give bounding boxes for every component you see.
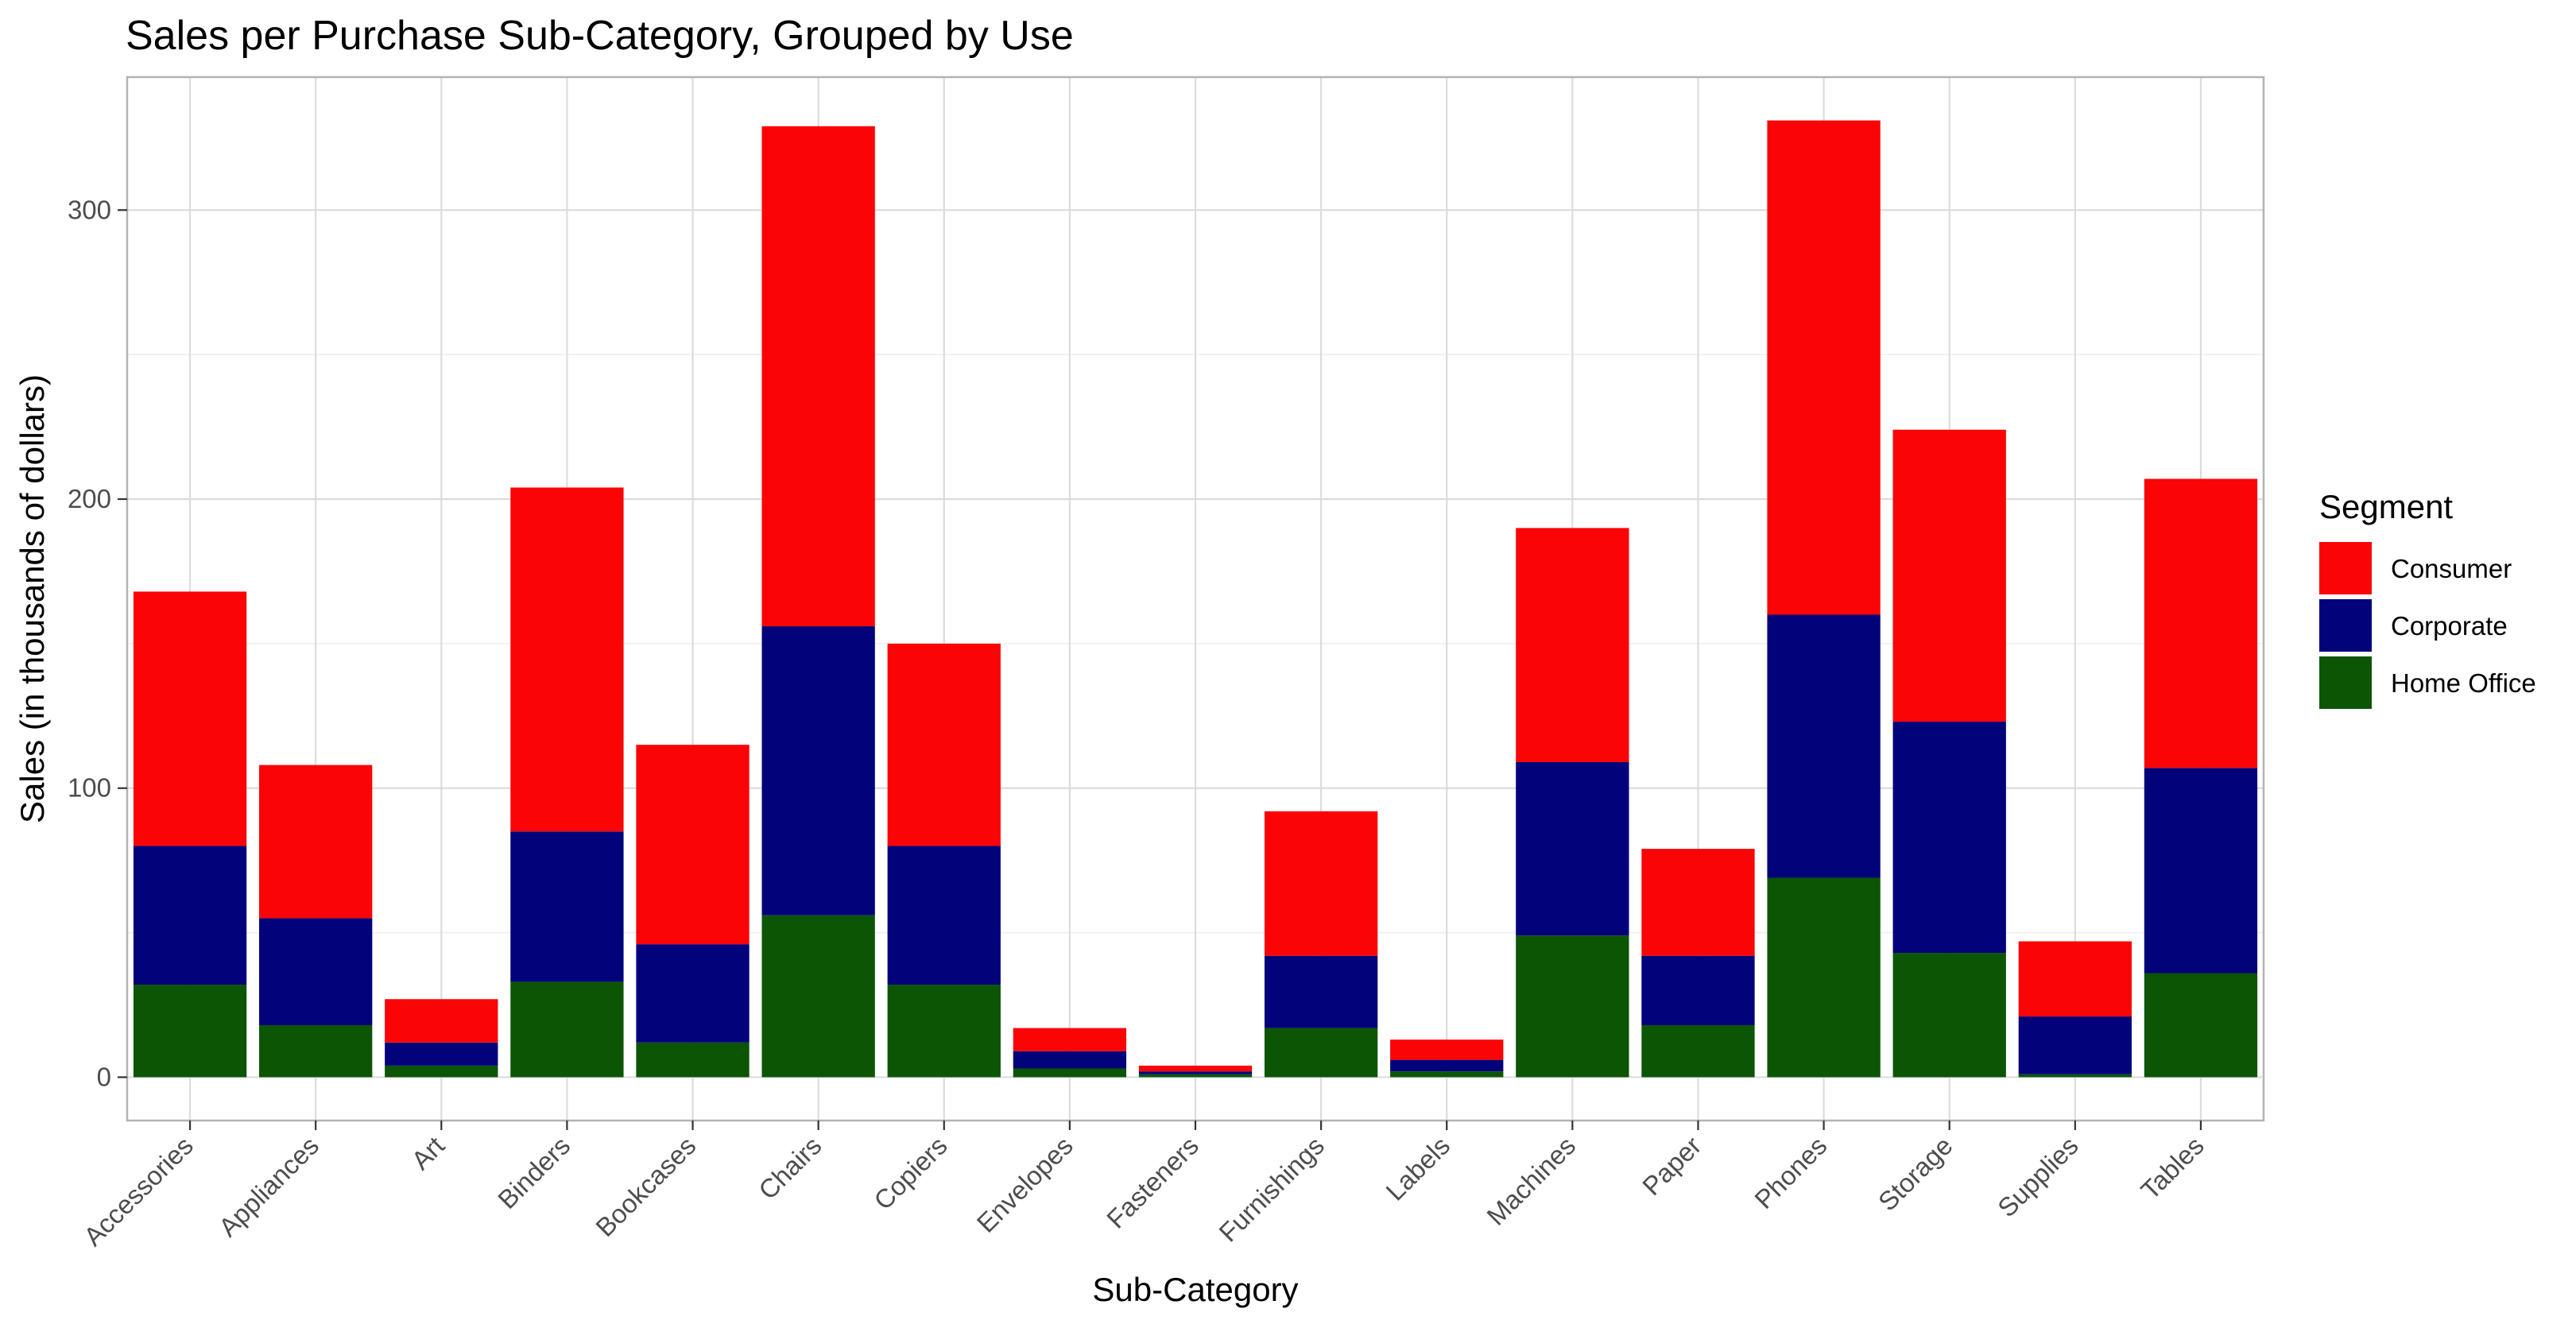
bar-fasteners-home-office <box>1138 1074 1253 1078</box>
y-tick-label: 300 <box>68 195 111 224</box>
bar-machines-home-office <box>1516 935 1629 1078</box>
bar-binders-corporate <box>510 831 624 982</box>
x-tick-label-chairs: Chairs <box>753 1131 827 1206</box>
bar-paper-corporate <box>1641 955 1755 1025</box>
x-tick-label-binders: Binders <box>492 1131 575 1214</box>
bar-machines-corporate <box>1516 761 1629 936</box>
bar-machines-consumer <box>1516 528 1629 762</box>
chart-title: Sales per Purchase Sub-Category, Grouped… <box>126 13 1074 59</box>
bar-accessories-home-office <box>133 985 247 1078</box>
bar-storage-consumer <box>1892 429 2006 722</box>
x-tick-label-fasteners: Fasteners <box>1101 1131 1204 1234</box>
bar-furnishings-consumer <box>1264 811 1378 956</box>
bar-bookcases-consumer <box>636 745 750 945</box>
bar-accessories-consumer <box>133 591 247 846</box>
x-axis: Accessories Appliances Art Binders Bookcases… <box>78 1121 2210 1252</box>
bar-envelopes-home-office <box>1013 1068 1127 1078</box>
bar-appliances-consumer <box>259 765 373 919</box>
x-tick-label-art: Art <box>405 1131 450 1175</box>
bar-labels-corporate <box>1390 1059 1504 1072</box>
bar-bookcases-corporate <box>636 944 750 1043</box>
x-tick-label-phones: Phones <box>1749 1131 1832 1214</box>
legend-label: Corporate <box>2391 611 2508 641</box>
x-tick-label-supplies: Supplies <box>1992 1131 2084 1223</box>
bar-copiers-corporate <box>887 846 1001 985</box>
y-tick-label: 0 <box>97 1062 111 1091</box>
x-tick-label-bookcases: Bookcases <box>590 1131 701 1242</box>
y-tick-label: 200 <box>68 484 111 513</box>
x-tick-label-labels: Labels <box>1380 1131 1455 1206</box>
plot-panel <box>126 75 2265 1122</box>
bar-phones-consumer <box>1767 120 1881 615</box>
bar-storage-corporate <box>1892 722 2006 954</box>
legend-label: Home Office <box>2391 668 2536 698</box>
bar-supplies-consumer <box>2018 941 2132 1017</box>
bar-accessories-corporate <box>133 846 247 985</box>
legend-key-consumer <box>2319 542 2372 594</box>
bar-binders-consumer <box>510 487 624 832</box>
legend-label: Consumer <box>2391 554 2512 583</box>
x-tick-label-copiers: Copiers <box>868 1131 953 1216</box>
bar-appliances-home-office <box>259 1024 373 1078</box>
bar-appliances-corporate <box>259 918 373 1025</box>
x-axis-title: Sub-Category <box>1092 1271 1298 1308</box>
y-axis-title: Sales (in thousands of dollars) <box>14 374 51 823</box>
bars <box>133 120 2258 1078</box>
bar-envelopes-corporate <box>1013 1051 1127 1069</box>
x-tick-label-tables: Tables <box>2135 1131 2210 1206</box>
bar-fasteners-corporate <box>1138 1071 1253 1074</box>
bar-tables-corporate <box>2144 768 2258 974</box>
bar-furnishings-home-office <box>1264 1028 1378 1078</box>
bar-furnishings-corporate <box>1264 955 1378 1028</box>
bar-chairs-home-office <box>761 915 875 1078</box>
bar-paper-home-office <box>1641 1024 1755 1078</box>
bar-storage-home-office <box>1892 953 2006 1078</box>
bar-envelopes-consumer <box>1013 1028 1127 1051</box>
x-tick-label-paper: Paper <box>1637 1131 1706 1201</box>
x-tick-label-storage: Storage <box>1873 1131 1958 1217</box>
bar-tables-home-office <box>2144 973 2258 1078</box>
bar-binders-home-office <box>510 981 624 1078</box>
legend-items: Consumer Corporate Home Office <box>2319 542 2536 709</box>
bar-copiers-home-office <box>887 985 1001 1078</box>
bar-supplies-home-office <box>2018 1074 2132 1078</box>
x-tick-label-accessories: Accessories <box>78 1131 199 1252</box>
bar-chairs-corporate <box>761 626 875 916</box>
legend-key-home-office <box>2319 656 2372 709</box>
bar-tables-consumer <box>2144 478 2258 768</box>
bar-labels-home-office <box>1390 1071 1504 1078</box>
legend-title: Segment <box>2319 488 2453 525</box>
bar-copiers-consumer <box>887 643 1001 846</box>
bar-art-corporate <box>385 1042 498 1066</box>
x-tick-label-appliances: Appliances <box>213 1131 324 1242</box>
bar-chairs-consumer <box>761 126 875 627</box>
bar-art-consumer <box>385 999 498 1043</box>
bar-labels-consumer <box>1390 1039 1504 1060</box>
bar-fasteners-consumer <box>1138 1065 1253 1072</box>
x-tick-label-machines: Machines <box>1481 1131 1581 1231</box>
bar-phones-corporate <box>1767 614 1881 878</box>
bar-bookcases-home-office <box>636 1042 750 1078</box>
bar-art-home-office <box>385 1065 498 1078</box>
y-axis: 0 100 200 300 <box>68 195 127 1091</box>
legend: Segment Consumer Corporate Home Office <box>2319 488 2536 709</box>
bar-supplies-corporate <box>2018 1016 2132 1074</box>
bar-phones-home-office <box>1767 877 1881 1078</box>
x-tick-label-envelopes: Envelopes <box>971 1131 1079 1238</box>
x-tick-label-furnishings: Furnishings <box>1213 1131 1330 1248</box>
y-tick-label: 100 <box>68 773 111 803</box>
bar-paper-consumer <box>1641 849 1755 956</box>
legend-key-corporate <box>2319 599 2372 652</box>
